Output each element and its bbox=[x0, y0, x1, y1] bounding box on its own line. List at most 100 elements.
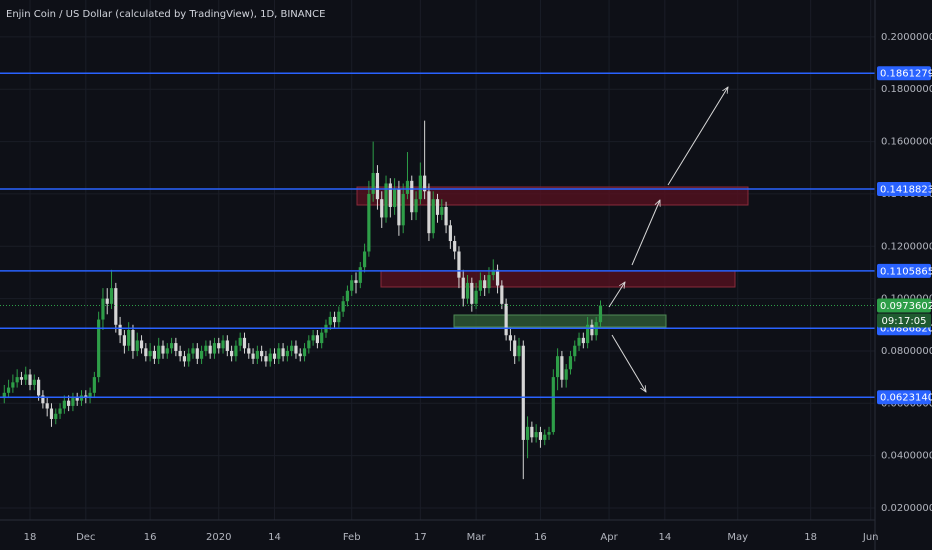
candle-body bbox=[504, 303, 508, 336]
candle-body bbox=[491, 269, 495, 276]
candle-body bbox=[371, 172, 375, 194]
candle-body bbox=[67, 400, 71, 406]
x-tick-label: 16 bbox=[144, 532, 157, 543]
candle-body bbox=[564, 369, 568, 380]
candle-body bbox=[474, 290, 478, 304]
candle-body bbox=[127, 330, 131, 346]
candle-body bbox=[483, 280, 487, 289]
candle-body bbox=[577, 337, 581, 346]
x-tick-label: May bbox=[727, 532, 748, 543]
candle-body bbox=[28, 374, 32, 385]
candle-body bbox=[568, 356, 573, 370]
candle-body bbox=[521, 345, 525, 440]
candle-body bbox=[114, 288, 118, 325]
candle-body bbox=[122, 335, 126, 346]
candle-body bbox=[109, 288, 114, 304]
candle-body bbox=[350, 280, 354, 291]
candle-body bbox=[517, 345, 521, 357]
candle-body bbox=[298, 353, 302, 357]
candle-body bbox=[311, 335, 315, 341]
candle-body bbox=[388, 183, 392, 208]
candle-body bbox=[384, 183, 388, 218]
candle-body bbox=[315, 335, 320, 344]
x-tick-label: 2020 bbox=[206, 532, 231, 543]
candle-body bbox=[401, 193, 405, 226]
candle-body bbox=[255, 350, 259, 359]
candle-body bbox=[281, 348, 285, 357]
candle-body bbox=[212, 343, 217, 354]
candle-body bbox=[586, 324, 590, 344]
candle-body bbox=[551, 377, 555, 433]
candle-body bbox=[453, 241, 457, 252]
candle-body bbox=[555, 356, 560, 378]
candle-body bbox=[135, 340, 139, 351]
candle-body bbox=[230, 350, 234, 357]
candle-body bbox=[543, 434, 547, 440]
candle-body bbox=[332, 316, 337, 323]
x-tick-label: 18 bbox=[24, 532, 37, 543]
candle-body bbox=[277, 348, 281, 359]
candle-body bbox=[97, 319, 101, 378]
x-tick-label: Feb bbox=[343, 532, 361, 543]
candle-body bbox=[204, 345, 208, 351]
candle-body bbox=[165, 348, 169, 354]
candle-body bbox=[581, 337, 585, 344]
countdown-box bbox=[877, 313, 931, 328]
x-tick-label: 14 bbox=[268, 532, 281, 543]
grid bbox=[0, 0, 875, 520]
levels bbox=[0, 72, 875, 398]
arrow bbox=[667, 87, 728, 186]
candle-body bbox=[465, 282, 470, 299]
candle-body bbox=[225, 340, 229, 351]
candle-body bbox=[238, 337, 242, 346]
candle-body bbox=[139, 340, 144, 349]
candle-body bbox=[32, 379, 36, 385]
support-zone bbox=[453, 314, 667, 328]
candle-body bbox=[272, 353, 277, 359]
candle-body bbox=[440, 207, 444, 215]
x-tick-label: 18 bbox=[804, 532, 817, 543]
candle-body bbox=[260, 350, 264, 357]
candle-body bbox=[49, 408, 54, 419]
x-tick-label: Jun bbox=[862, 532, 879, 543]
candle-body bbox=[328, 316, 332, 325]
candle-body bbox=[264, 356, 268, 362]
candle-body bbox=[234, 345, 238, 357]
axis: 0.020000000.040000000.060000000.08000000… bbox=[24, 32, 932, 543]
candle-body bbox=[118, 324, 122, 336]
candle-body bbox=[62, 400, 66, 409]
candle-body bbox=[11, 382, 15, 388]
candle-body bbox=[144, 348, 148, 357]
candle-body bbox=[547, 432, 551, 435]
candle-body bbox=[58, 408, 62, 414]
candle-body bbox=[247, 348, 251, 354]
candle-body bbox=[41, 395, 45, 404]
candle-body bbox=[169, 343, 174, 349]
candle-body bbox=[105, 298, 109, 304]
candle-body bbox=[294, 345, 298, 354]
x-tick-label: Mar bbox=[467, 532, 487, 543]
candle-body bbox=[208, 345, 212, 354]
resistance-zone bbox=[356, 186, 749, 206]
x-tick-label: Dec bbox=[76, 532, 95, 543]
candle-body bbox=[285, 350, 289, 357]
candle-body bbox=[573, 345, 577, 357]
candle-body bbox=[345, 290, 350, 302]
candle-body bbox=[88, 392, 92, 399]
candle-body bbox=[495, 269, 500, 286]
candle-body bbox=[6, 387, 11, 393]
candle-body bbox=[470, 282, 474, 304]
candle-body bbox=[45, 403, 49, 409]
candle-body bbox=[487, 275, 491, 289]
candle-body bbox=[448, 225, 452, 242]
candle-body bbox=[598, 305, 603, 323]
candle-body bbox=[242, 337, 247, 349]
candle-body bbox=[435, 199, 440, 215]
candle-body bbox=[191, 348, 195, 354]
level-label-box bbox=[877, 181, 931, 196]
y-tick-label: 0.20000000 bbox=[881, 32, 932, 43]
